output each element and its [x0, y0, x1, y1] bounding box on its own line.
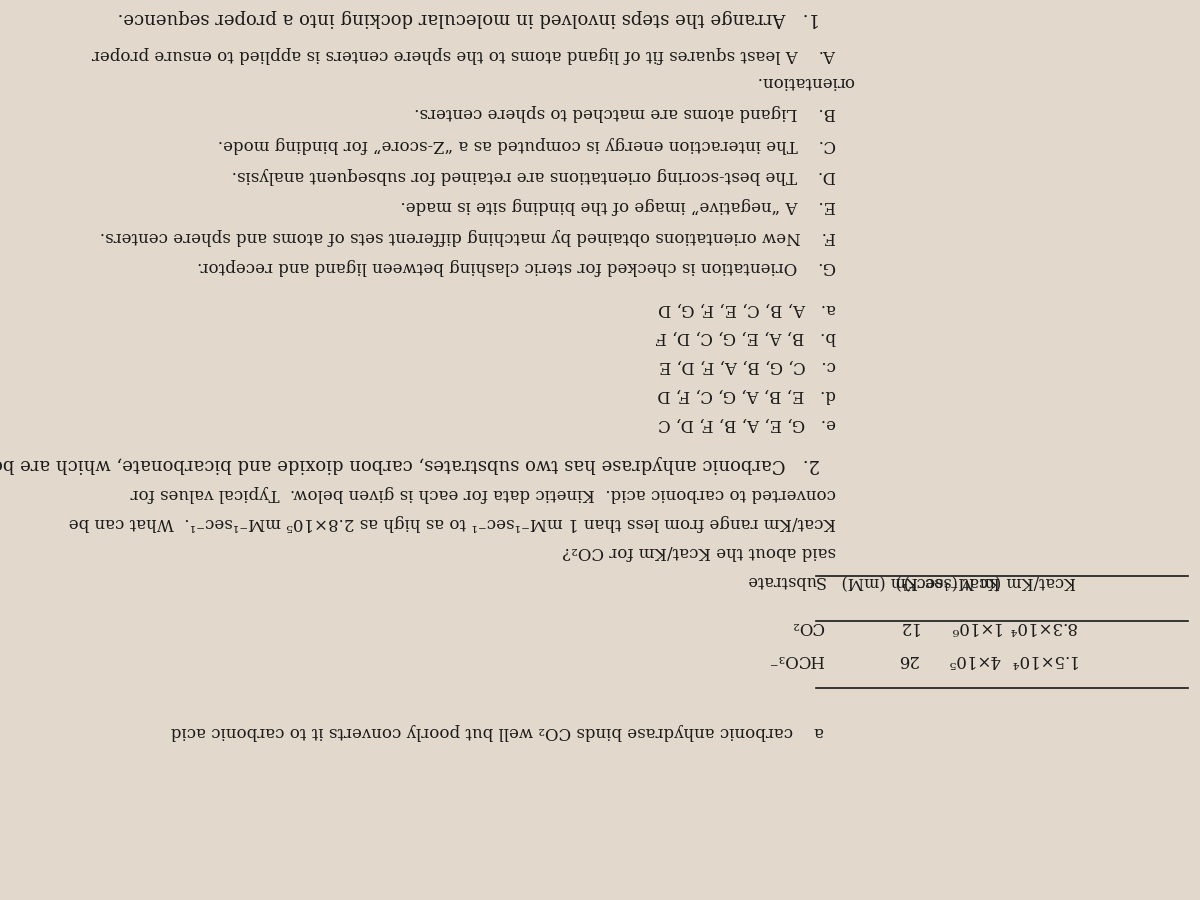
Text: said about the Kcat/Km for CO₂?: said about the Kcat/Km for CO₂?	[563, 543, 836, 560]
Text: 1×10⁶: 1×10⁶	[948, 617, 1000, 634]
Text: C.    The interaction energy is computed as a “Z-score” for binding mode.: C. The interaction energy is computed as…	[218, 136, 836, 153]
Text: c.   C, G, B, A, F, D, E: c. C, G, B, A, F, D, E	[660, 357, 836, 374]
Text: d.   E, B, A, G, C, F, D: d. E, B, A, G, C, F, D	[658, 386, 836, 403]
Text: a    carbonic anhydrase binds CO₂ well but poorly converts it to carbonic acid: a carbonic anhydrase binds CO₂ well but …	[172, 723, 824, 740]
Text: 8.3×10⁴: 8.3×10⁴	[1008, 617, 1076, 634]
Text: e.   G, E, A, B, F, D, C: e. G, E, A, B, F, D, C	[659, 415, 836, 432]
Text: CO₂: CO₂	[792, 617, 824, 634]
Text: 12: 12	[898, 617, 918, 634]
Text: A.    A least squares fit of ligand atoms to the sphere centers is applied to en: A. A least squares fit of ligand atoms t…	[92, 46, 836, 63]
Text: b.   B, A, E, G, C, D, F: b. B, A, E, G, C, D, F	[655, 328, 836, 346]
Text: G.    Orientation is checked for steric clashing between ligand and receptor.: G. Orientation is checked for steric cla…	[198, 258, 836, 275]
Text: orientation.: orientation.	[756, 73, 854, 90]
Text: a.   A, B, C, E, F, G, D: a. A, B, C, E, F, G, D	[659, 300, 836, 317]
Text: D.    The best-scoring orientations are retained for subsequent analysis.: D. The best-scoring orientations are ret…	[232, 166, 836, 184]
Text: Kcat/Km (m M⁻¹sec⁻¹): Kcat/Km (m M⁻¹sec⁻¹)	[895, 572, 1076, 590]
Text: 2.   Carbonic anhydrase has two substrates, carbon dioxide and bicarbonate, whic: 2. Carbonic anhydrase has two substrates…	[0, 455, 821, 473]
Text: Kcat (sec⁻¹): Kcat (sec⁻¹)	[904, 572, 1000, 590]
Text: HCO₃⁻: HCO₃⁻	[768, 651, 824, 668]
Text: Kcat/Km range from less than 1 mM⁻¹sec⁻¹ to as high as 2.8×10⁵ mM⁻¹sec⁻¹.  What : Kcat/Km range from less than 1 mM⁻¹sec⁻¹…	[70, 514, 836, 531]
Text: F.    New orientations obtained by matching different sets of atoms and sphere c: F. New orientations obtained by matching…	[101, 228, 836, 245]
Text: 26: 26	[898, 651, 918, 668]
Text: 4×10⁵: 4×10⁵	[948, 651, 1000, 668]
Text: B.    Ligand atoms are matched to sphere centers.: B. Ligand atoms are matched to sphere ce…	[414, 104, 836, 122]
Text: Km (mM): Km (mM)	[841, 572, 918, 590]
Text: 1.   Arrange the steps involved in molecular docking into a proper sequence.: 1. Arrange the steps involved in molecul…	[118, 9, 821, 27]
Text: Substrate: Substrate	[745, 572, 824, 590]
Text: E.    A “negative” image of the binding site is made.: E. A “negative” image of the binding sit…	[401, 197, 836, 214]
Text: converted to carbonic acid.  Kinetic data for each is given below.  Typical valu: converted to carbonic acid. Kinetic data…	[131, 485, 836, 502]
Text: 1.5×10⁴: 1.5×10⁴	[1008, 651, 1076, 668]
